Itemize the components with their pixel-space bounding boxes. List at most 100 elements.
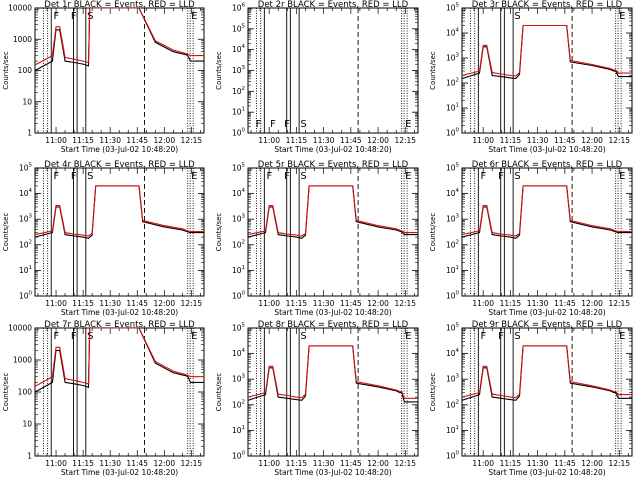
y-tick-label: 100 — [18, 66, 33, 75]
lld-series-line — [35, 8, 204, 66]
events-series-line — [462, 345, 632, 401]
x-tick-label: 12:00 — [153, 299, 175, 308]
y-tick-label: 105 — [446, 323, 460, 333]
x-tick-label: 11:00 — [45, 136, 67, 145]
y-tick-base: 10 — [19, 266, 29, 275]
y-tick-base: 10 — [446, 189, 456, 198]
y-tick-exponent: 0 — [242, 128, 246, 134]
x-tick-label: 11:45 — [340, 459, 362, 468]
y-tick-label: 104 — [446, 348, 460, 358]
y-tick-exponent: 2 — [242, 399, 246, 405]
y-tick-label: 100 — [446, 128, 460, 138]
event-marker-label: F — [256, 119, 262, 130]
y-tick-exponent: 0 — [456, 291, 460, 297]
y-tick-label: 103 — [232, 65, 246, 75]
x-axis-label: Start Time (03-Jul-02 10:48:20) — [274, 308, 391, 317]
x-tick-label: 12:15 — [394, 299, 416, 308]
events-series-line — [462, 185, 632, 239]
y-tick-exponent: 3 — [456, 53, 460, 59]
y-tick-base: 10 — [232, 108, 242, 117]
y-tick-exponent: 5 — [242, 323, 246, 329]
x-tick-label: 12:15 — [608, 136, 630, 145]
x-axis-label: Start Time (03-Jul-02 10:48:20) — [274, 468, 391, 477]
x-tick-label: 12:00 — [367, 459, 389, 468]
panel-title: Det 8r BLACK = Events, RED = LLD — [258, 320, 409, 330]
y-tick-exponent: 1 — [456, 425, 460, 431]
x-tick-label: 11:15 — [500, 136, 522, 145]
x-tick-label: 11:30 — [527, 299, 549, 308]
panel-det-4: Det 4r BLACK = Events, RED = LLD10010110… — [2, 160, 205, 317]
x-tick-label: 11:00 — [258, 299, 280, 308]
y-tick-exponent: 1 — [29, 265, 33, 271]
y-tick-exponent: 4 — [456, 188, 460, 194]
y-tick-base: 10 — [446, 375, 456, 384]
y-tick-label: 105 — [446, 163, 460, 173]
panel-title: Det 7r BLACK = Events, RED = LLD — [44, 320, 195, 330]
y-tick-label: 104 — [232, 44, 246, 54]
panel-title: Det 1r BLACK = Events, RED = LLD — [44, 0, 195, 10]
event-marker-label: E — [405, 119, 411, 130]
lld-series-line — [248, 345, 418, 399]
event-marker-label: F — [71, 331, 77, 342]
y-tick-base: 10 — [232, 45, 242, 54]
y-tick-exponent: 5 — [29, 163, 33, 169]
y-tick-base: 10 — [446, 79, 456, 88]
y-tick-label: 10 — [22, 420, 32, 429]
y-tick-base: 10 — [232, 266, 242, 275]
event-marker-label: E — [191, 331, 197, 342]
y-tick-exponent: 3 — [242, 214, 246, 220]
y-tick-exponent: 3 — [456, 214, 460, 220]
x-tick-label: 11:15 — [500, 459, 522, 468]
x-tick-label: 11:30 — [99, 299, 121, 308]
x-tick-label: 11:30 — [313, 299, 335, 308]
y-tick-base: 10 — [232, 189, 242, 198]
y-tick-label: 105 — [232, 23, 246, 33]
y-tick-label: 103 — [446, 374, 460, 384]
x-tick-label: 12:00 — [153, 136, 175, 145]
y-tick-base: 10 — [446, 54, 456, 63]
y-tick-label: 103 — [19, 214, 33, 224]
y-axis-label: Counts/sec — [215, 373, 223, 412]
y-tick-exponent: 1 — [242, 265, 246, 271]
series-group — [35, 185, 204, 239]
x-tick-label: 11:15 — [500, 299, 522, 308]
y-tick-exponent: 6 — [242, 3, 246, 9]
lld-series-line — [462, 24, 632, 77]
y-tick-base: 10 — [232, 426, 242, 435]
y-tick-base: 10 — [446, 292, 456, 301]
panel-title: Det 5r BLACK = Events, RED = LLD — [258, 160, 409, 170]
event-marker-label: S — [300, 119, 306, 130]
y-tick-base: 10 — [446, 349, 456, 358]
y-tick-label: 10 — [22, 97, 32, 106]
y-tick-label: 102 — [19, 239, 32, 249]
y-tick-base: 10 — [232, 400, 242, 409]
event-marker-label: F — [71, 171, 77, 182]
y-tick-exponent: 3 — [242, 65, 246, 71]
event-marker-label: S — [87, 11, 93, 22]
y-tick-label: 102 — [446, 399, 459, 409]
y-tick-base: 10 — [446, 104, 456, 113]
y-tick-exponent: 4 — [242, 348, 246, 354]
x-tick-label: 11:45 — [126, 136, 148, 145]
y-tick-base: 10 — [19, 292, 29, 301]
y-tick-label: 103 — [232, 214, 246, 224]
y-tick-exponent: 2 — [456, 78, 460, 84]
event-marker-label: S — [514, 171, 520, 182]
y-tick-exponent: 1 — [456, 265, 460, 271]
lld-series-line — [462, 185, 632, 237]
y-tick-label: 103 — [232, 374, 246, 384]
y-tick-base: 10 — [232, 215, 242, 224]
event-marker-label: S — [300, 171, 306, 182]
y-axis-label: Counts/sec — [2, 373, 10, 412]
y-tick-exponent: 0 — [29, 291, 33, 297]
y-tick-exponent: 5 — [456, 163, 460, 169]
y-axis-label: Counts/sec — [2, 213, 10, 252]
series-group — [35, 8, 204, 71]
y-tick-base: 10 — [232, 452, 242, 461]
y-tick-base: 10 — [446, 240, 456, 249]
plot-frame — [34, 167, 205, 297]
y-tick-label: 100 — [232, 291, 246, 301]
y-tick-exponent: 4 — [456, 348, 460, 354]
x-tick-label: 11:45 — [340, 136, 362, 145]
event-marker-label: S — [300, 331, 306, 342]
